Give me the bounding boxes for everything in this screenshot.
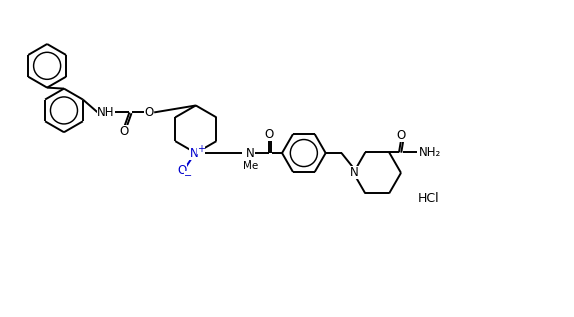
Text: −: − <box>184 171 192 181</box>
Text: N: N <box>189 146 198 159</box>
Text: O: O <box>265 128 274 141</box>
Text: Me: Me <box>243 161 258 171</box>
Text: O: O <box>120 125 129 138</box>
Text: HCl: HCl <box>418 192 440 205</box>
Text: NH: NH <box>97 106 114 119</box>
Text: N: N <box>246 146 255 159</box>
Text: +: + <box>197 144 205 154</box>
Text: NH₂: NH₂ <box>419 146 441 159</box>
Text: O: O <box>177 165 187 178</box>
Text: O: O <box>145 106 154 119</box>
Text: O: O <box>397 129 406 142</box>
Text: N: N <box>350 166 359 179</box>
